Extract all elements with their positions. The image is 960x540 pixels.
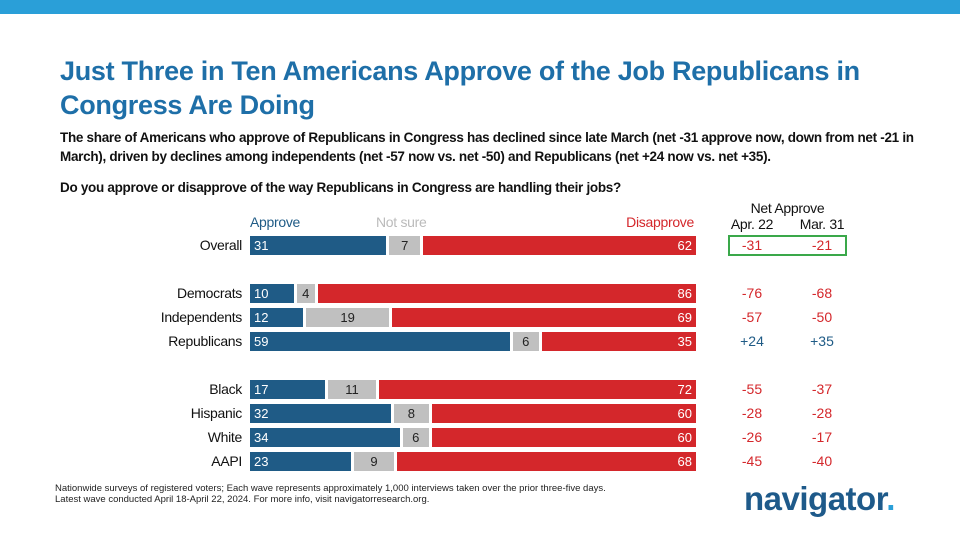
net-mar31: +35 [810,333,834,349]
net-apr22: -28 [741,405,763,421]
bar-disapprove: 60 [432,404,696,423]
legend-not-sure: Not sure [376,214,427,230]
top-accent-bar [0,0,960,14]
row-label: Black [209,381,242,397]
row-label: Hispanic [190,405,243,421]
footnote-line-1: Nationwide surveys of registered voters;… [55,483,606,494]
net-apr22: -57 [741,309,763,325]
bar-not-sure: 9 [354,452,394,471]
row-label: Independents [160,309,243,325]
net-mar31: -28 [811,405,833,421]
row-label: Republicans [168,333,242,349]
net-col-mar31: Mar. 31 [799,216,845,232]
net-apr22: -45 [741,453,763,469]
net-col-apr22: Apr. 22 [730,216,774,232]
net-approve-header: Net Approve [750,200,825,216]
bar-approve: 32 [250,404,391,423]
bar-approve: 10 [250,284,294,303]
net-mar31: -21 [811,237,833,253]
subtitle: The share of Americans who approve of Re… [60,130,914,164]
row-label: Overall [199,237,243,253]
bar-not-sure: 11 [327,380,377,399]
legend-approve: Approve [250,214,301,230]
bar-disapprove: 68 [396,452,696,471]
legend-disapprove: Disapprove [626,214,694,230]
bar-disapprove: 72 [379,380,696,399]
bar-disapprove: 69 [392,308,696,327]
row-label: Democrats [177,285,242,301]
row-label: AAPI [211,453,242,469]
net-mar31: -40 [811,453,833,469]
bar-disapprove: 35 [542,332,696,351]
bar-disapprove: 62 [423,236,696,255]
bar-disapprove: 86 [317,284,696,303]
bar-approve: 23 [250,452,352,471]
bar-approve: 17 [250,380,325,399]
bar-approve: 34 [250,428,400,447]
bar-disapprove: 60 [432,428,696,447]
bar-not-sure: 4 [297,284,315,303]
net-apr22: -76 [741,285,763,301]
net-apr22: -55 [741,381,763,397]
navigator-logo: navigator. [744,480,895,517]
highlight-box [728,235,847,256]
net-apr22: +24 [740,333,764,349]
bar-not-sure: 8 [393,404,429,423]
footnote-line-2: Latest wave conducted April 18-April 22,… [55,494,430,505]
bar-not-sure: 7 [389,236,421,255]
logo-text: navigator [744,480,887,517]
bar-not-sure: 19 [305,308,390,327]
footnote: Nationwide surveys of registered voters;… [55,483,606,505]
net-mar31: -17 [811,429,833,445]
survey-question: Do you approve or disapprove of the way … [60,180,621,195]
bar-not-sure: 6 [512,332,539,351]
bar-approve: 12 [250,308,303,327]
row-label: White [207,429,243,445]
bar-approve: 59 [250,332,510,351]
bar-not-sure: 6 [402,428,429,447]
page-title: Just Three in Ten Americans Approve of t… [60,56,860,120]
bar-approve: 31 [250,236,387,255]
net-mar31: -50 [811,309,833,325]
net-apr22: -26 [741,429,763,445]
net-mar31: -68 [811,285,833,301]
net-apr22: -31 [741,237,763,253]
net-mar31: -37 [811,381,833,397]
